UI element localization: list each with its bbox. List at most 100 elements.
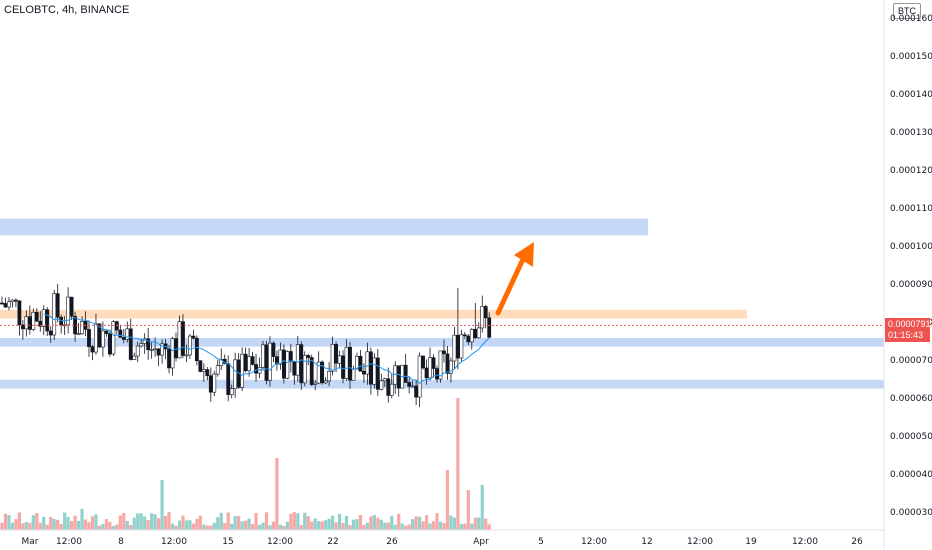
volume-bar — [404, 525, 408, 530]
candle-body — [368, 351, 373, 385]
candle-body — [14, 299, 18, 302]
candle-body — [240, 353, 245, 388]
time-tick-label: 12:00 — [792, 537, 818, 547]
volume-bar — [379, 519, 383, 530]
volume-bar — [393, 524, 397, 530]
currency-badge[interactable]: BTC — [893, 3, 921, 19]
volume-bar — [383, 522, 387, 530]
volume-bar — [237, 516, 241, 530]
candle-body — [17, 300, 22, 326]
candle-body — [149, 349, 154, 351]
candle-body — [379, 380, 384, 390]
volume-bar — [219, 512, 223, 530]
volume-bar — [7, 515, 11, 530]
candle-body — [174, 338, 178, 359]
volume-bar — [418, 516, 422, 530]
candle-body — [487, 317, 492, 338]
candle-body — [111, 321, 116, 355]
candle-body — [247, 356, 251, 372]
volume-bar — [101, 523, 105, 530]
volume-bar — [3, 513, 8, 530]
moving-average-line — [43, 313, 490, 384]
volume-bar — [435, 513, 439, 530]
candle-body — [337, 355, 342, 364]
time-tick-label: 22 — [327, 537, 338, 547]
candle-body — [139, 343, 144, 347]
volume-bar — [146, 520, 150, 530]
candle-body — [480, 306, 485, 329]
volume-bar — [63, 512, 67, 530]
candle-body — [306, 355, 311, 358]
candle-body — [0, 302, 4, 305]
price-tick-label: 0.00010000 — [890, 242, 932, 252]
volume-bar — [257, 524, 262, 530]
volume-bar — [414, 516, 418, 530]
volume-bar — [337, 513, 342, 530]
candle-body — [34, 311, 39, 322]
price-tick-label: 0.00005000 — [890, 432, 932, 442]
volume-bar — [310, 521, 314, 530]
volume-bar — [250, 524, 255, 530]
candle-body — [469, 328, 474, 343]
time-tick-label: 12:00 — [161, 537, 187, 547]
candle-body — [365, 351, 370, 375]
candle-body — [52, 293, 57, 336]
volume-bar — [386, 522, 390, 530]
time-tick-label: Mar — [22, 537, 39, 547]
volume-bar — [292, 512, 296, 530]
candle-body — [121, 337, 126, 340]
arrow-shaft — [495, 254, 527, 316]
volume-bar — [167, 512, 171, 530]
volume-bar — [76, 520, 81, 530]
volume-bar — [118, 515, 122, 530]
candle-body — [302, 355, 307, 384]
volume-bar — [223, 523, 227, 530]
candle-body — [177, 321, 182, 359]
volume-bar — [205, 525, 209, 530]
volume-bar — [233, 516, 237, 530]
price-tick-label: 0.00015000 — [890, 52, 932, 62]
volume-bar — [174, 525, 178, 530]
volume-bar — [372, 514, 376, 530]
volume-bar — [10, 522, 15, 530]
candle-body — [132, 355, 137, 360]
candle-body — [288, 351, 293, 362]
candle-body — [414, 385, 419, 398]
candle-body — [421, 355, 425, 369]
candle-body — [393, 365, 398, 385]
candle-body — [348, 346, 352, 381]
candle-body — [3, 303, 8, 308]
volume-bar — [358, 514, 363, 530]
price-tick-label: 0.00004000 — [890, 470, 932, 480]
volume-bar — [202, 524, 206, 530]
time-tick-label: Apr — [473, 537, 489, 547]
volume-bar — [376, 517, 380, 530]
volume-bar — [90, 516, 95, 530]
volume-bar — [104, 519, 108, 530]
time-tick-label: 12:00 — [267, 537, 293, 547]
volume-bar — [296, 513, 300, 530]
candle-body — [351, 368, 356, 381]
price-tick-label: 0.00003000 — [890, 508, 932, 518]
volume-bar — [480, 485, 484, 530]
candle-body — [358, 355, 363, 372]
candle-body — [386, 378, 391, 396]
volume-bar — [115, 524, 119, 530]
volume-bar — [282, 525, 286, 530]
bar-countdown-label: 01:15:43 — [888, 330, 924, 340]
candle-body — [229, 388, 234, 395]
volume-bar — [244, 520, 248, 530]
candle-body — [181, 321, 185, 356]
volume-bars — [0, 398, 491, 530]
candle-body — [7, 301, 11, 308]
volume-bar — [459, 523, 463, 530]
volume-bar — [177, 520, 182, 530]
candle-body — [41, 309, 46, 327]
time-tick-label: 12:00 — [687, 537, 713, 547]
volume-bar — [163, 515, 168, 530]
candle-body — [264, 344, 269, 381]
volume-bar — [477, 517, 481, 530]
volume-bar — [320, 521, 324, 530]
candle-body — [476, 327, 481, 339]
